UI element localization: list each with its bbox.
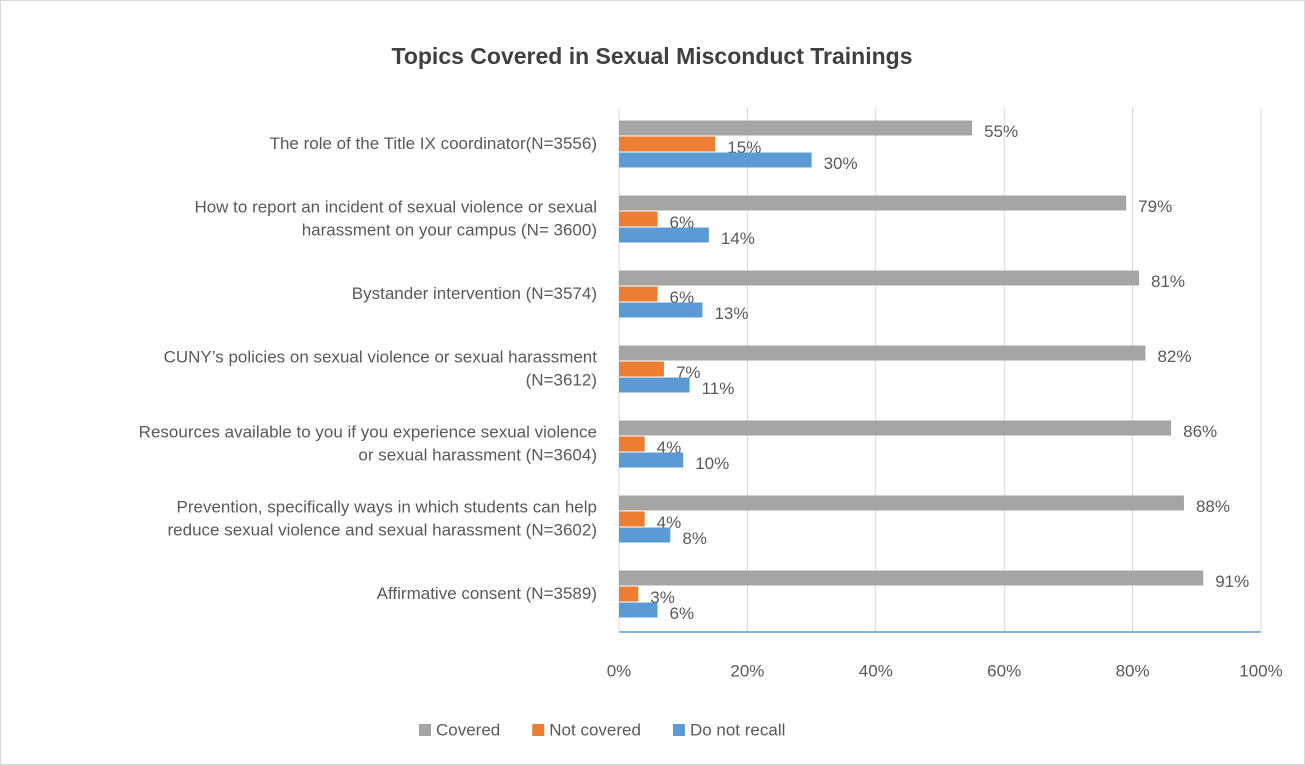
bar [619,361,664,377]
category-label: harassment on your campus (N= 3600) [302,220,597,239]
data-label: 86% [1183,422,1217,441]
data-label: 30% [824,154,858,173]
data-label: 11% [702,379,735,398]
data-label: 82% [1157,347,1191,366]
bar [619,152,812,168]
data-label: 4% [657,438,682,457]
category-label: CUNY’s policies on sexual violence or se… [164,347,598,366]
data-label: 8% [682,529,707,548]
bar [619,586,639,602]
data-label: 91% [1215,572,1249,591]
data-label: 10% [695,454,729,473]
category-label: (N=3612) [526,370,597,389]
data-label: 14% [721,229,755,248]
data-label: 4% [657,513,682,532]
bar [619,602,658,618]
bar [619,195,1127,211]
category-label: How to report an incident of sexual viol… [194,197,597,216]
bar [619,436,645,452]
category-label: reduce sexual violence and sexual harass… [168,520,598,539]
data-label: 3% [650,588,675,607]
data-label: 15% [727,138,761,157]
bar [619,377,690,393]
data-label: 6% [670,288,695,307]
data-label: 7% [676,363,701,382]
bar [619,136,716,152]
category-label: Bystander intervention (N=3574) [352,284,597,303]
x-tick-label: 100% [1239,661,1282,680]
category-label: or sexual harassment (N=3604) [358,445,597,464]
bar [619,452,684,468]
bar [619,120,973,136]
x-tick-label: 20% [730,661,764,680]
bar [619,420,1172,436]
x-tick-label: 40% [859,661,893,680]
data-label: 88% [1196,497,1230,516]
bar [619,570,1204,586]
bar [619,211,658,227]
x-tick-label: 60% [987,661,1021,680]
legend-label: Not covered [549,720,641,739]
x-tick-label: 0% [607,661,632,680]
x-tick-label: 80% [1116,661,1150,680]
data-label: 81% [1151,272,1185,291]
category-label: Resources available to you if you experi… [139,422,597,441]
bar [619,270,1140,286]
bar [619,302,703,318]
bar [619,345,1146,361]
bar [619,527,671,543]
category-label: Prevention, specifically ways in which s… [177,497,598,516]
data-label: 55% [984,122,1018,141]
bar [619,286,658,302]
data-label: 6% [670,604,695,623]
data-label: 79% [1138,197,1172,216]
chart-title: Topics Covered in Sexual Misconduct Trai… [391,43,912,69]
bar [619,227,709,243]
legend-swatch [419,724,431,736]
data-label: 6% [670,213,695,232]
category-label: Affirmative consent (N=3589) [377,584,597,603]
bar [619,495,1184,511]
category-label: The role of the Title IX coordinator(N=3… [270,134,597,153]
legend-label: Covered [436,720,500,739]
legend-swatch [532,724,545,736]
legend-label: Do not recall [690,720,785,739]
data-label: 13% [714,304,748,323]
legend-swatch [672,724,685,736]
bar [619,511,645,527]
